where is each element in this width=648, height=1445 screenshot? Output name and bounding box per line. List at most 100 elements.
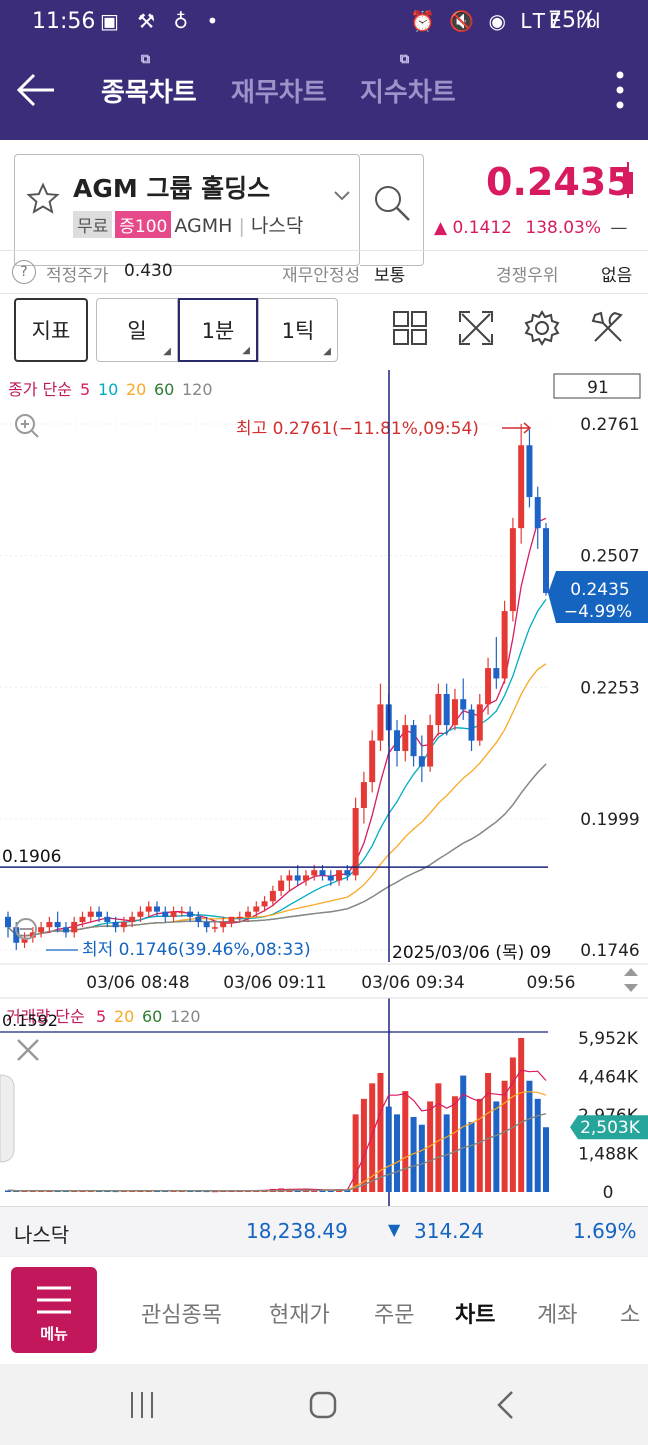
nav-chart[interactable]: 차트 (455, 1303, 496, 1328)
candle-body (352, 808, 359, 876)
nav-order[interactable]: 주문 (374, 1303, 415, 1328)
volume-bar (468, 1122, 475, 1192)
candle-body (261, 901, 268, 907)
favorite-star-icon[interactable] (25, 181, 61, 221)
price-legend-period: 10 (98, 380, 118, 399)
candle-body (460, 699, 467, 710)
volume-bar (534, 1098, 541, 1192)
volume-bar (360, 1098, 367, 1192)
crosshair-date-label: 2025/03/06 (목) 09 (392, 943, 551, 963)
ma-line-10 (7, 599, 547, 937)
volume-bar (518, 1038, 525, 1192)
candle-body (278, 880, 285, 891)
nav-account[interactable]: 계좌 (537, 1303, 578, 1328)
price-ma-legend: 종가 단순 5 10 20 60 120 (8, 380, 213, 399)
volume-bar (5, 1190, 11, 1192)
candle-body (427, 725, 434, 767)
candle-body (501, 611, 508, 679)
candle-body (286, 875, 293, 881)
candle-body (5, 916, 11, 928)
tab-financial-chart[interactable]: 재무차트 (231, 72, 327, 109)
close-pane-icon[interactable] (17, 1039, 39, 1061)
volume-legend-period: 60 (142, 1007, 162, 1026)
stock-tags: 무료 증100 AGMH | 나스닥 (73, 211, 303, 238)
fullscreen-icon[interactable] (456, 308, 496, 348)
scroll-updown-icon[interactable] (624, 968, 638, 992)
moving-average-lines (7, 517, 547, 937)
candle-body (187, 911, 194, 917)
nav-watchlist[interactable]: 관심종목 (141, 1303, 222, 1328)
volume-bar (352, 1114, 359, 1192)
zoom-in-icon[interactable] (15, 414, 39, 438)
candle-body (195, 916, 202, 923)
volume-bar (344, 1189, 351, 1192)
volume-bar (451, 1096, 458, 1192)
help-icon[interactable]: ? (12, 260, 36, 284)
home-icon[interactable] (308, 1390, 338, 1424)
chevron-down-icon[interactable] (333, 187, 351, 206)
candle-body (54, 922, 61, 928)
candle-body (129, 916, 136, 923)
price-legend-period: 20 (126, 380, 146, 399)
low-label: 최저 0.1746(39.46%,08:33) (82, 940, 311, 960)
price-axis-label: 0.1746 (580, 941, 639, 961)
indicator-button[interactable]: 지표 (14, 298, 88, 362)
side-drawer-handle[interactable] (0, 1074, 15, 1163)
candle-body (178, 911, 185, 914)
nav-current-price[interactable]: 현재가 (269, 1303, 330, 1328)
candle-body (360, 782, 367, 809)
count-box-value: 91 (587, 378, 609, 398)
volume-bar (543, 1127, 549, 1192)
volume-axis-label: 4,464K (578, 1068, 639, 1088)
price-axis-labels: 0.2761 0.2507 0.2253 0.1999 0.1746 (580, 415, 639, 961)
price-legend-prefix: 종가 단순 (8, 380, 72, 399)
grid-layout-icon[interactable] (390, 308, 430, 348)
nasdaq-index-bar[interactable]: 나스닥 18,238.49 ▼ 314.24 1.69% (0, 1206, 648, 1257)
index-name: 나스닥 (14, 1223, 70, 1247)
back-nav-icon[interactable] (494, 1390, 516, 1424)
fair-price-value: 0.430 (124, 261, 173, 281)
stock-selector[interactable]: AGM 그룹 홀딩스 무료 증100 AGMH | 나스닥 (14, 154, 360, 266)
candles (5, 424, 549, 950)
current-volume-tag: 2,503K (570, 1115, 648, 1140)
search-button[interactable] (360, 154, 424, 266)
recent-apps-icon[interactable] (128, 1390, 156, 1424)
volume-axis-label: 5,952K (578, 1029, 639, 1049)
tools-wrench-icon[interactable] (588, 308, 628, 348)
back-arrow-icon[interactable] (16, 72, 56, 112)
volume-legend-period: 5 (96, 1007, 106, 1026)
volume-bar (509, 1057, 516, 1192)
period-1tick-button[interactable]: 1틱 ◢ (258, 298, 338, 362)
menu-button[interactable]: 메뉴 (11, 1267, 97, 1353)
period-1min-label: 1분 (201, 319, 235, 343)
tab-index-chart[interactable]: ⧉ 지수차트 (360, 52, 456, 109)
menu-label: 메뉴 (40, 1325, 68, 1343)
settings-gear-icon[interactable] (522, 308, 562, 348)
search-icon (372, 183, 412, 227)
candle-body (104, 916, 111, 923)
candle-body (518, 445, 525, 529)
volume-ma-legend: 거래량 단순 5 20 60 120 (6, 1007, 201, 1026)
nav-more[interactable]: 소 (620, 1303, 641, 1328)
free-tag: 무료 (73, 211, 113, 238)
time-axis-label: 03/06 09:11 (223, 973, 326, 993)
volume-legend-period: 20 (114, 1007, 134, 1026)
volume-bar (21, 1190, 28, 1192)
volume-bar (203, 1191, 210, 1193)
volume-bar (493, 1101, 500, 1192)
candle-body (336, 870, 343, 881)
candle-body (443, 693, 450, 726)
time-axis-label: 09:56 (527, 973, 576, 993)
price-chart[interactable]: 종가 단순 5 10 20 60 120 91 0.2761 0.2507 0.2253 0.1… (0, 370, 648, 1206)
period-1min-button[interactable]: 1분 ◢ (178, 298, 258, 362)
index-value: 18,238.49 (246, 1219, 348, 1243)
period-day-button[interactable]: 일 ◢ (96, 298, 178, 362)
more-menu-icon[interactable] (612, 70, 628, 114)
volume-crosshair-label: 0.1592 (2, 1011, 58, 1030)
candle-body (228, 916, 235, 923)
candle-body (377, 704, 384, 741)
tab-stock-chart[interactable]: ⧉ 종목차트 (101, 52, 197, 109)
candle-body (46, 922, 53, 928)
current-price-tag: 0.2435 −4.99% (548, 570, 648, 623)
volume-bar (460, 1075, 467, 1192)
